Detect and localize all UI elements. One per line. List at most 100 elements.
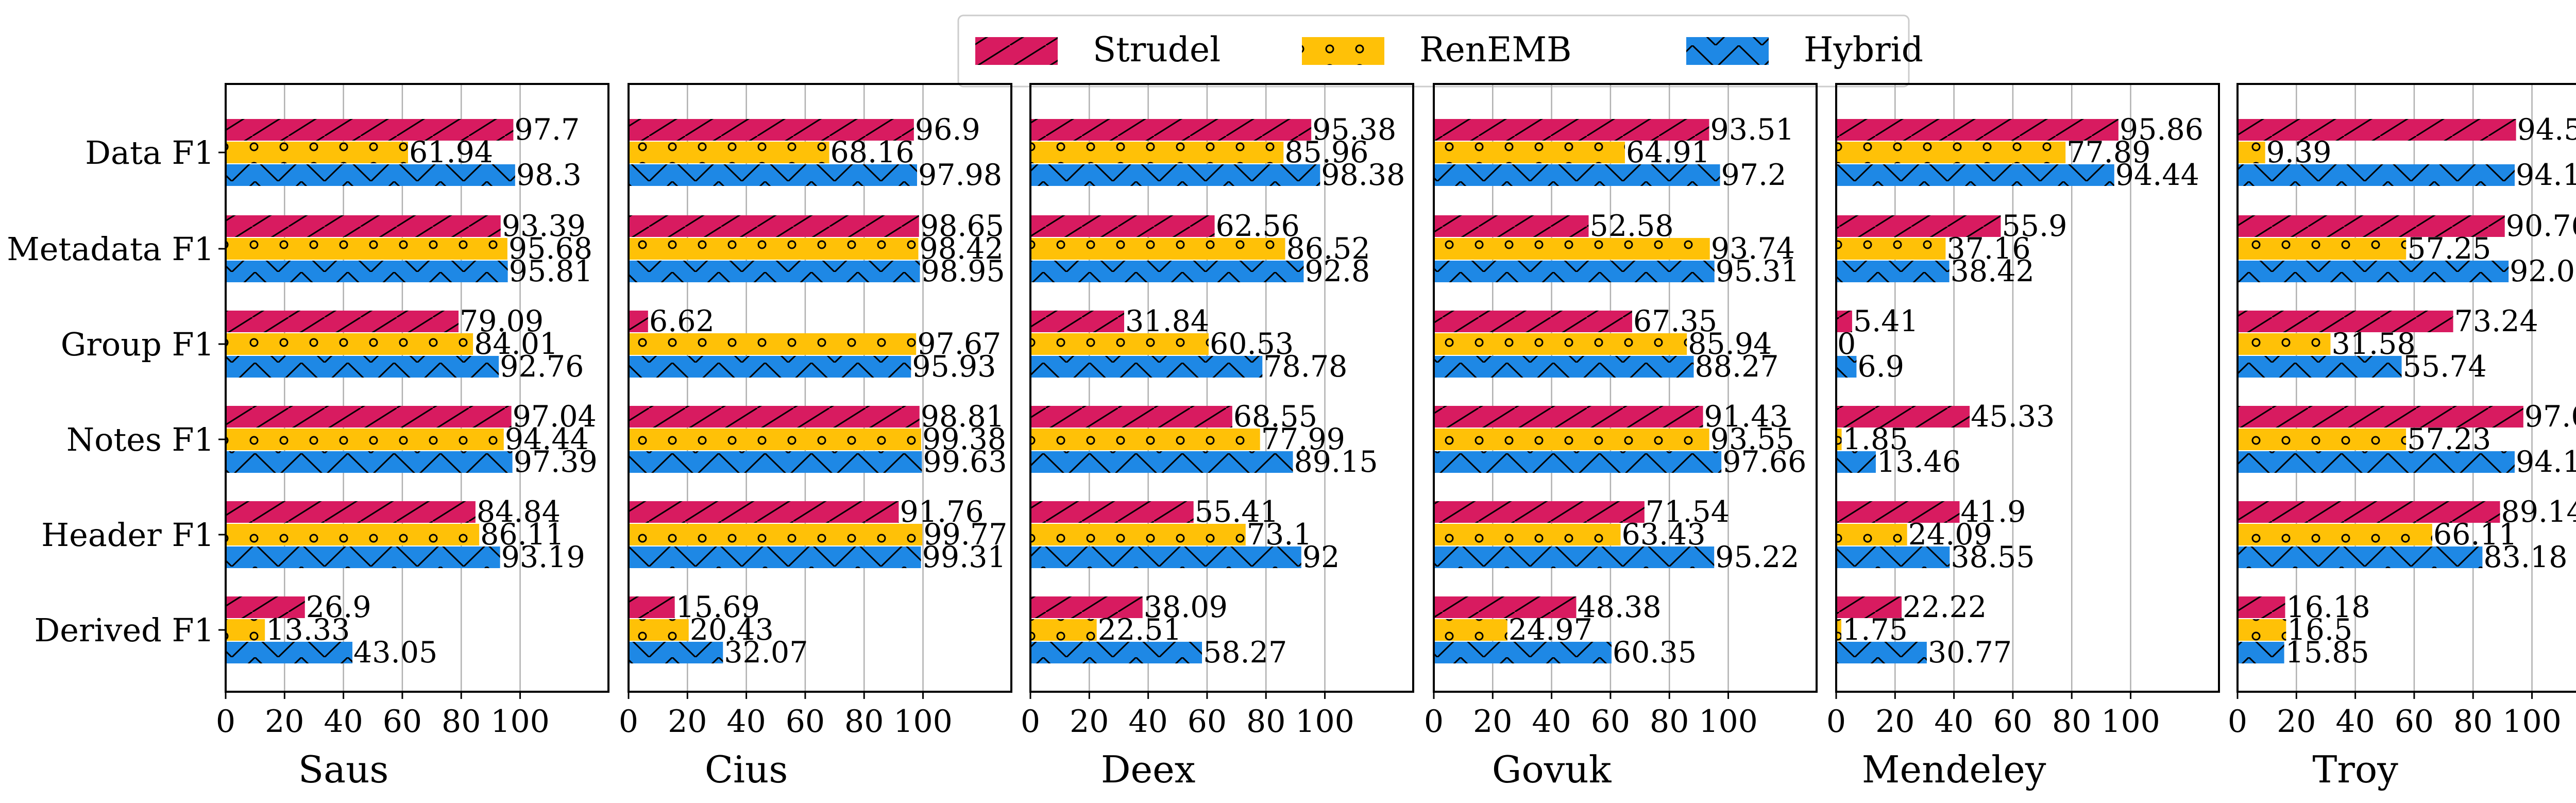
bar-hatch (1836, 119, 2119, 141)
x-tick-label: 80 (442, 704, 481, 740)
data-label: 24.09 (1908, 518, 1992, 552)
bar-hatch (226, 596, 305, 618)
bar-hatch (1030, 164, 1320, 186)
bar-renemb (1836, 238, 1946, 260)
bar-hatch (629, 451, 922, 473)
data-label: 15.85 (2285, 636, 2369, 670)
bar-hatch (2238, 501, 2500, 523)
bar-hatch (1434, 501, 1645, 523)
x-tick-label: 100 (2101, 704, 2160, 740)
data-label: 64.91 (1626, 135, 1710, 169)
bar-hatch (1030, 619, 1097, 641)
data-label: 20.43 (690, 613, 774, 647)
bar-hatch (629, 261, 920, 282)
bar-renemb (1030, 333, 1209, 355)
bar-hatch (1434, 311, 1632, 332)
category-label: Notes F1 (66, 421, 214, 458)
bar-renemb (226, 619, 265, 641)
bar-strudel (1030, 311, 1124, 332)
panel-frame (1835, 83, 2220, 693)
bar-hatch (226, 333, 473, 355)
data-label: 97.67 (917, 327, 1001, 361)
bar-hatch (226, 501, 476, 523)
data-label: 92 (1302, 540, 1340, 574)
bar-hatch (2238, 164, 2515, 186)
bar-renemb (1836, 524, 1907, 545)
data-label: 97.98 (918, 158, 1002, 192)
data-label: 93.39 (502, 209, 586, 243)
data-label: 24.97 (1509, 613, 1592, 647)
bar-hatch (1434, 524, 1621, 545)
bar-hatch (1836, 524, 1907, 545)
bar-hatch (1434, 429, 1709, 450)
data-label: 89.14 (2501, 495, 2576, 529)
bar-hatch (226, 356, 499, 378)
bar-hatch (1434, 451, 1722, 473)
bar-hatch (226, 429, 504, 450)
bar-hybrid (1434, 642, 1612, 663)
x-tick-label: 20 (1473, 704, 1512, 740)
bar-strudel (629, 311, 648, 332)
bar-hybrid (226, 642, 353, 663)
x-tick-label: 40 (324, 704, 363, 740)
bar-hatch (1836, 261, 1950, 282)
panel-frame (1433, 83, 1818, 693)
x-tick-label: 20 (265, 704, 304, 740)
bar-hatch (1434, 164, 1720, 186)
bar-renemb (629, 619, 689, 641)
x-tick-label: 60 (1591, 704, 1630, 740)
data-label: 95.31 (1716, 254, 1800, 288)
bar-hatch (1434, 546, 1715, 568)
bar-strudel (1030, 596, 1143, 618)
bar-hybrid (2238, 356, 2402, 378)
data-label: 99.38 (922, 422, 1006, 456)
bar-strudel (1836, 215, 2001, 237)
bar-hatch (1030, 546, 1301, 568)
bar-hatch (629, 333, 917, 355)
bar-hybrid (226, 451, 513, 473)
bar-hatch (1030, 215, 1215, 237)
bar-renemb (629, 238, 919, 260)
data-label: 37.16 (1946, 232, 2030, 266)
data-label: 77.99 (1261, 422, 1345, 456)
bar-hatch (2238, 524, 2432, 545)
category-label: Group F1 (61, 326, 214, 363)
bar-hatch (629, 619, 689, 641)
bar-strudel (1030, 119, 1312, 141)
bar-strudel (2238, 215, 2505, 237)
bar-strudel (1836, 406, 1970, 428)
bar-strudel (226, 501, 476, 523)
bar-renemb (226, 429, 504, 450)
bar-hatch (629, 311, 648, 332)
bar-hybrid (1434, 356, 1694, 378)
data-label: 62.56 (1216, 209, 1300, 243)
bar-hybrid (1030, 546, 1301, 568)
data-label: 99.31 (922, 540, 1006, 574)
bar-hatch (1030, 142, 1284, 163)
x-tick-label: 0 (619, 704, 638, 740)
data-label: 38.42 (1951, 254, 2035, 288)
bar-hatch (2238, 642, 2284, 663)
bar-renemb (1836, 619, 1842, 641)
x-tick-label: 80 (2052, 704, 2091, 740)
data-label: 95.38 (1312, 113, 1396, 147)
bar-hatch (1836, 501, 1960, 523)
panel-troy: 94.59 90.76 73.24 97.07 89.14 16.18 9.39 57.25 3… (2228, 83, 2576, 791)
bar-hatch (1836, 238, 1946, 260)
data-label: 31.84 (1125, 304, 1209, 338)
bar-hybrid (1030, 164, 1320, 186)
bar-renemb (2238, 429, 2406, 450)
x-tick-label: 20 (668, 704, 707, 740)
data-label: 9.39 (2266, 135, 2332, 169)
bar-hatch (226, 238, 507, 260)
x-tick-label: 20 (1875, 704, 1914, 740)
bar-strudel (629, 406, 920, 428)
bar-renemb (629, 524, 923, 545)
bar-hatch (1836, 596, 1902, 618)
bar-hatch (1434, 333, 1687, 355)
bar-hatch (629, 429, 921, 450)
bar-strudel (1836, 596, 1902, 618)
data-label: 41.9 (1960, 495, 2026, 529)
bar-hatch (1434, 238, 1710, 260)
data-label: 86.11 (480, 518, 564, 552)
